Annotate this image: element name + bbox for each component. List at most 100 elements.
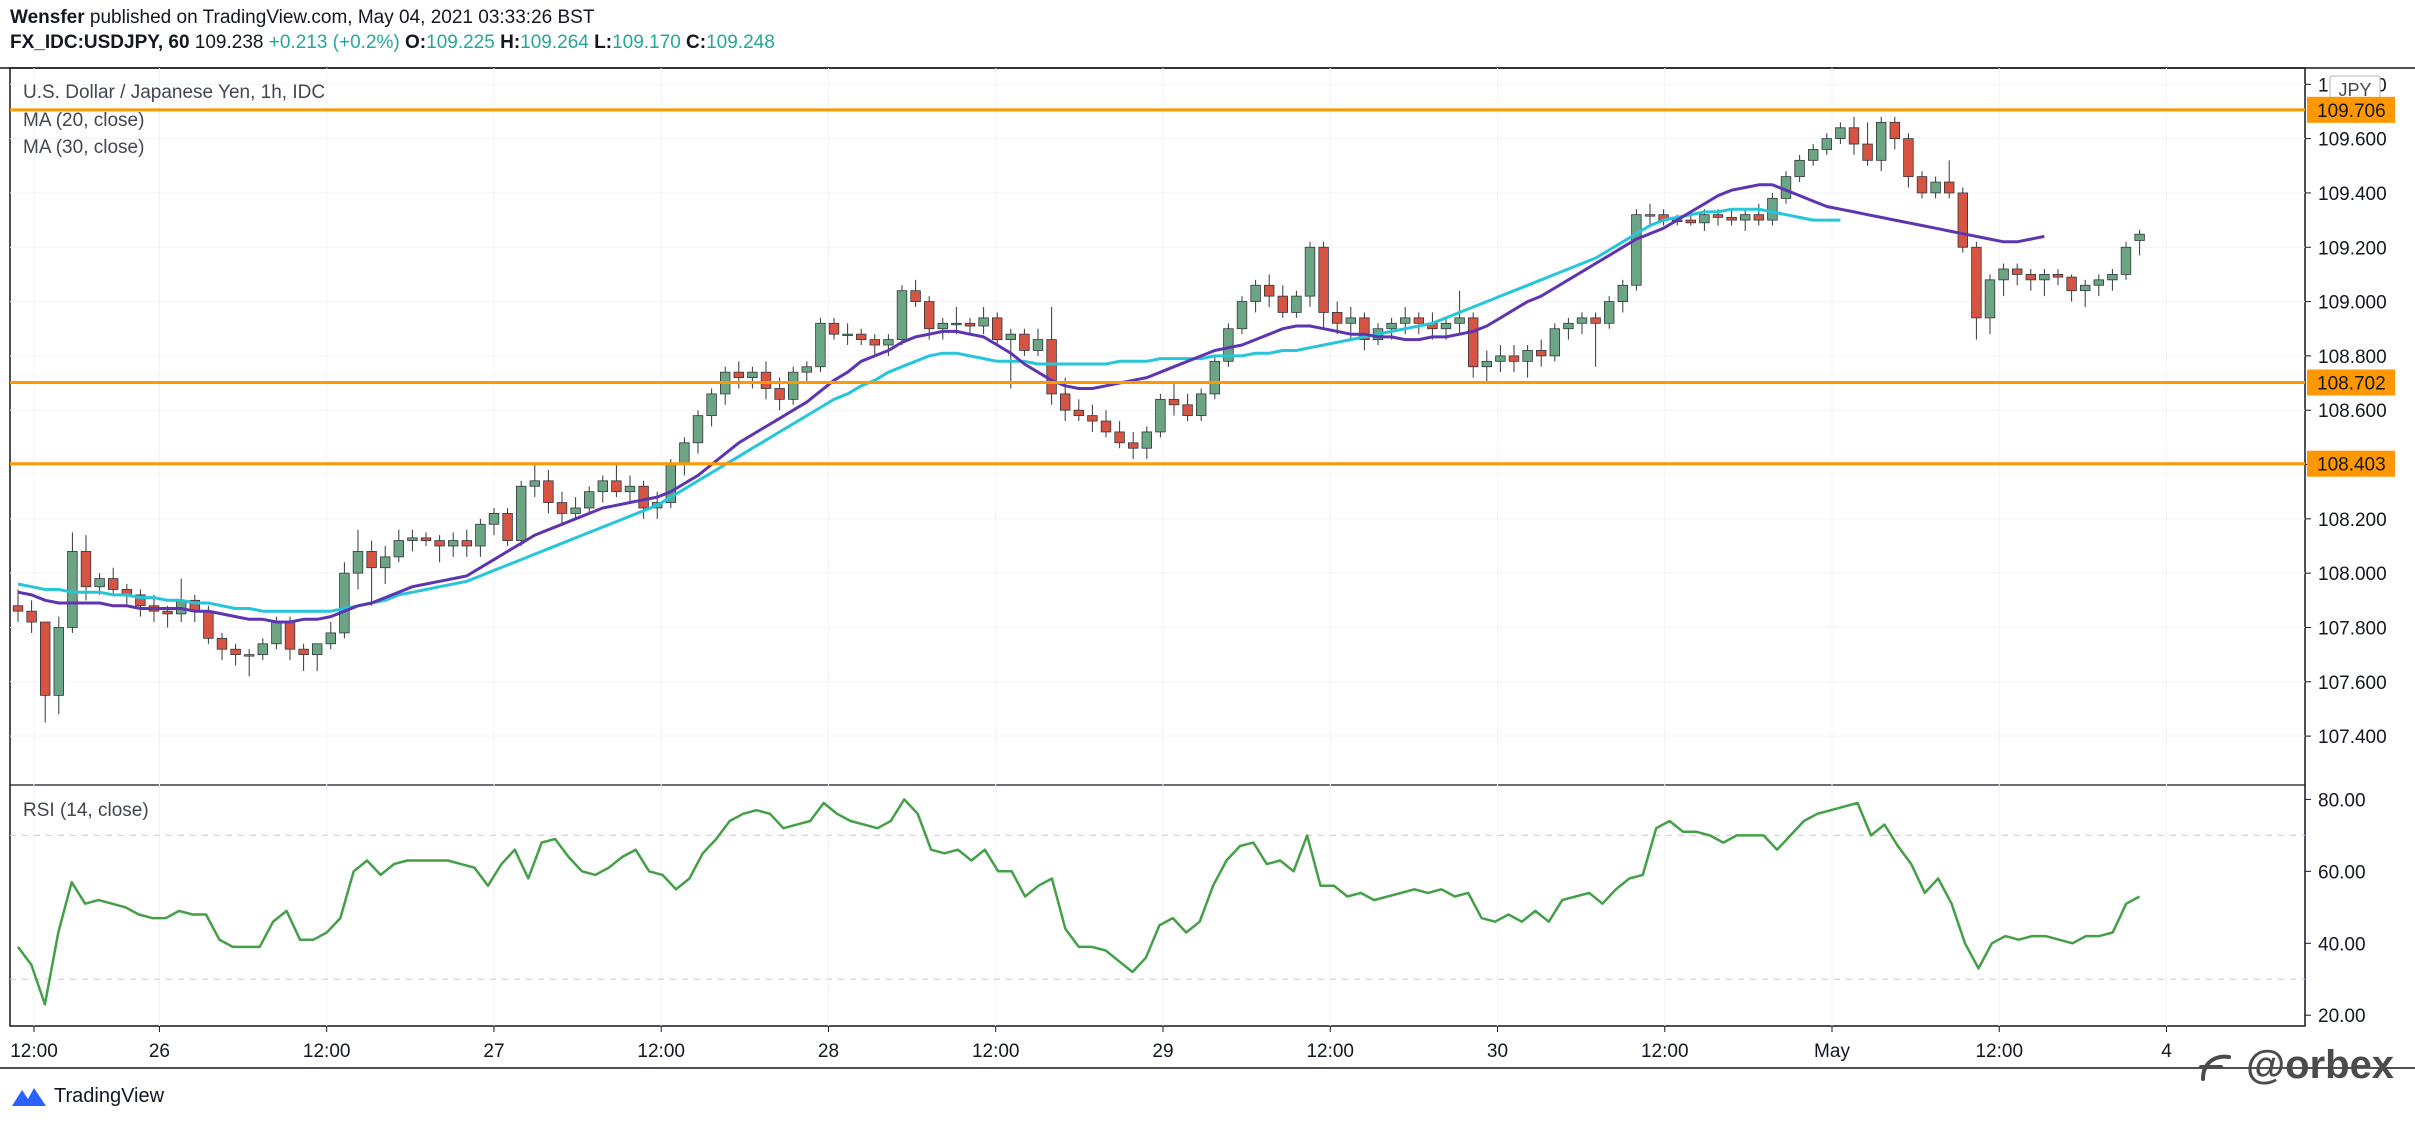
tradingview-label: TradingView <box>54 1085 165 1107</box>
candle-body <box>1454 317 1465 324</box>
candle-body <box>447 540 459 547</box>
candle-body <box>516 485 527 541</box>
candle-body <box>733 371 745 379</box>
candle-body <box>1821 138 1833 150</box>
candle-body <box>325 632 337 645</box>
candle-body <box>230 648 241 656</box>
candle-body <box>1155 398 1166 433</box>
candle-body <box>80 551 92 588</box>
candle-body <box>584 491 595 509</box>
candle-body <box>597 480 609 493</box>
candle-body <box>393 540 405 558</box>
candle-body <box>284 621 296 650</box>
y-tick-label: 109.600 <box>2318 130 2387 151</box>
candle-body <box>1848 127 1860 145</box>
candle-body <box>1740 214 1751 221</box>
candle-body <box>352 551 364 574</box>
candle-body <box>556 502 568 514</box>
candle-body <box>1277 295 1289 313</box>
candle-body <box>1876 121 1887 161</box>
candle-body <box>1767 197 1778 221</box>
level-label: 108.403 <box>2317 455 2386 476</box>
candle-body <box>1168 398 1180 406</box>
candle-body <box>1250 284 1261 302</box>
candle-body <box>543 480 554 503</box>
close-value: 109.248 <box>706 32 775 53</box>
candles <box>12 116 2145 723</box>
candle-body <box>924 301 935 330</box>
candle-body <box>1386 322 1397 330</box>
candle-body <box>257 643 269 656</box>
candle-body <box>951 322 962 326</box>
price-change: +0.213 (+0.2%) <box>268 32 400 53</box>
candle-body <box>2039 274 2050 281</box>
candle-body <box>1318 246 1329 313</box>
candle-body <box>26 610 37 623</box>
candle-body <box>1916 176 1928 194</box>
rsi-tick-label: 40.00 <box>2318 934 2366 955</box>
candle-body <box>1495 355 1506 362</box>
candle-body <box>1944 181 1955 194</box>
x-tick-label: 12:00 <box>1975 1041 2023 1062</box>
candle-body <box>706 393 717 417</box>
candle-body <box>964 322 976 327</box>
candle-body <box>162 610 173 615</box>
ma20-line <box>17 183 2045 624</box>
candle-body <box>1032 339 1044 351</box>
candle-body <box>53 627 65 696</box>
candle-body <box>611 480 622 493</box>
candle-body <box>420 537 432 541</box>
candle-body <box>40 621 51 696</box>
low-label: L: <box>594 32 613 53</box>
level-label: 109.706 <box>2317 101 2386 122</box>
candle-body <box>135 594 146 607</box>
candle-body <box>1549 328 1561 357</box>
x-tick-label: 12:00 <box>303 1041 351 1062</box>
candle-body <box>1903 138 1914 178</box>
candle-body <box>1481 360 1493 368</box>
candle-body <box>1508 355 1520 362</box>
x-tick-label: 12:00 <box>10 1041 58 1062</box>
candle-body <box>1631 214 1642 286</box>
level-badge <box>2307 96 2395 123</box>
symbol-label: FX_IDC:USDJPY, 60 <box>10 32 190 53</box>
orbex-watermark: @orbex <box>2195 1043 2394 1088</box>
x-tick-label: 12:00 <box>972 1041 1020 1062</box>
y-tick-label: 107.800 <box>2318 618 2387 639</box>
candle-body <box>2107 274 2118 281</box>
y-tick-label: 108.600 <box>2318 401 2387 422</box>
candle-body <box>828 322 840 335</box>
candle-body <box>788 371 799 400</box>
candle-body <box>774 388 785 400</box>
candle-body <box>1998 268 2009 281</box>
candle-body <box>1468 317 1479 368</box>
candle-body <box>379 556 391 569</box>
candle-body <box>1304 246 1316 297</box>
close-label: C: <box>686 32 707 53</box>
legend-rsi: RSI (14, close) <box>23 800 149 821</box>
rsi-line <box>16 798 2141 1006</box>
candle-body <box>108 578 119 590</box>
candle-body <box>67 551 78 628</box>
candle-body <box>1359 317 1370 340</box>
x-tick-label: 29 <box>1152 1041 1173 1062</box>
candle-body <box>1563 322 1574 330</box>
candle-body <box>1699 214 1710 224</box>
candle-body <box>2066 276 2077 292</box>
candle-body <box>1753 214 1765 221</box>
candle-body <box>842 333 853 337</box>
candle-body <box>1264 284 1275 297</box>
x-tick-label: 26 <box>149 1041 170 1062</box>
rsi-tick-label: 60.00 <box>2318 862 2366 883</box>
legend-ma30: MA (30, close) <box>23 137 145 158</box>
candle-body <box>2093 279 2105 286</box>
candle-body <box>815 322 826 368</box>
candle-body <box>203 610 214 639</box>
candle-body <box>978 317 989 327</box>
candle-body <box>488 513 500 525</box>
candle-body <box>339 572 350 634</box>
tradingview-logo[interactable]: TradingView <box>10 1085 164 1108</box>
candle-body <box>1019 333 1030 351</box>
candle-body <box>1141 431 1153 449</box>
